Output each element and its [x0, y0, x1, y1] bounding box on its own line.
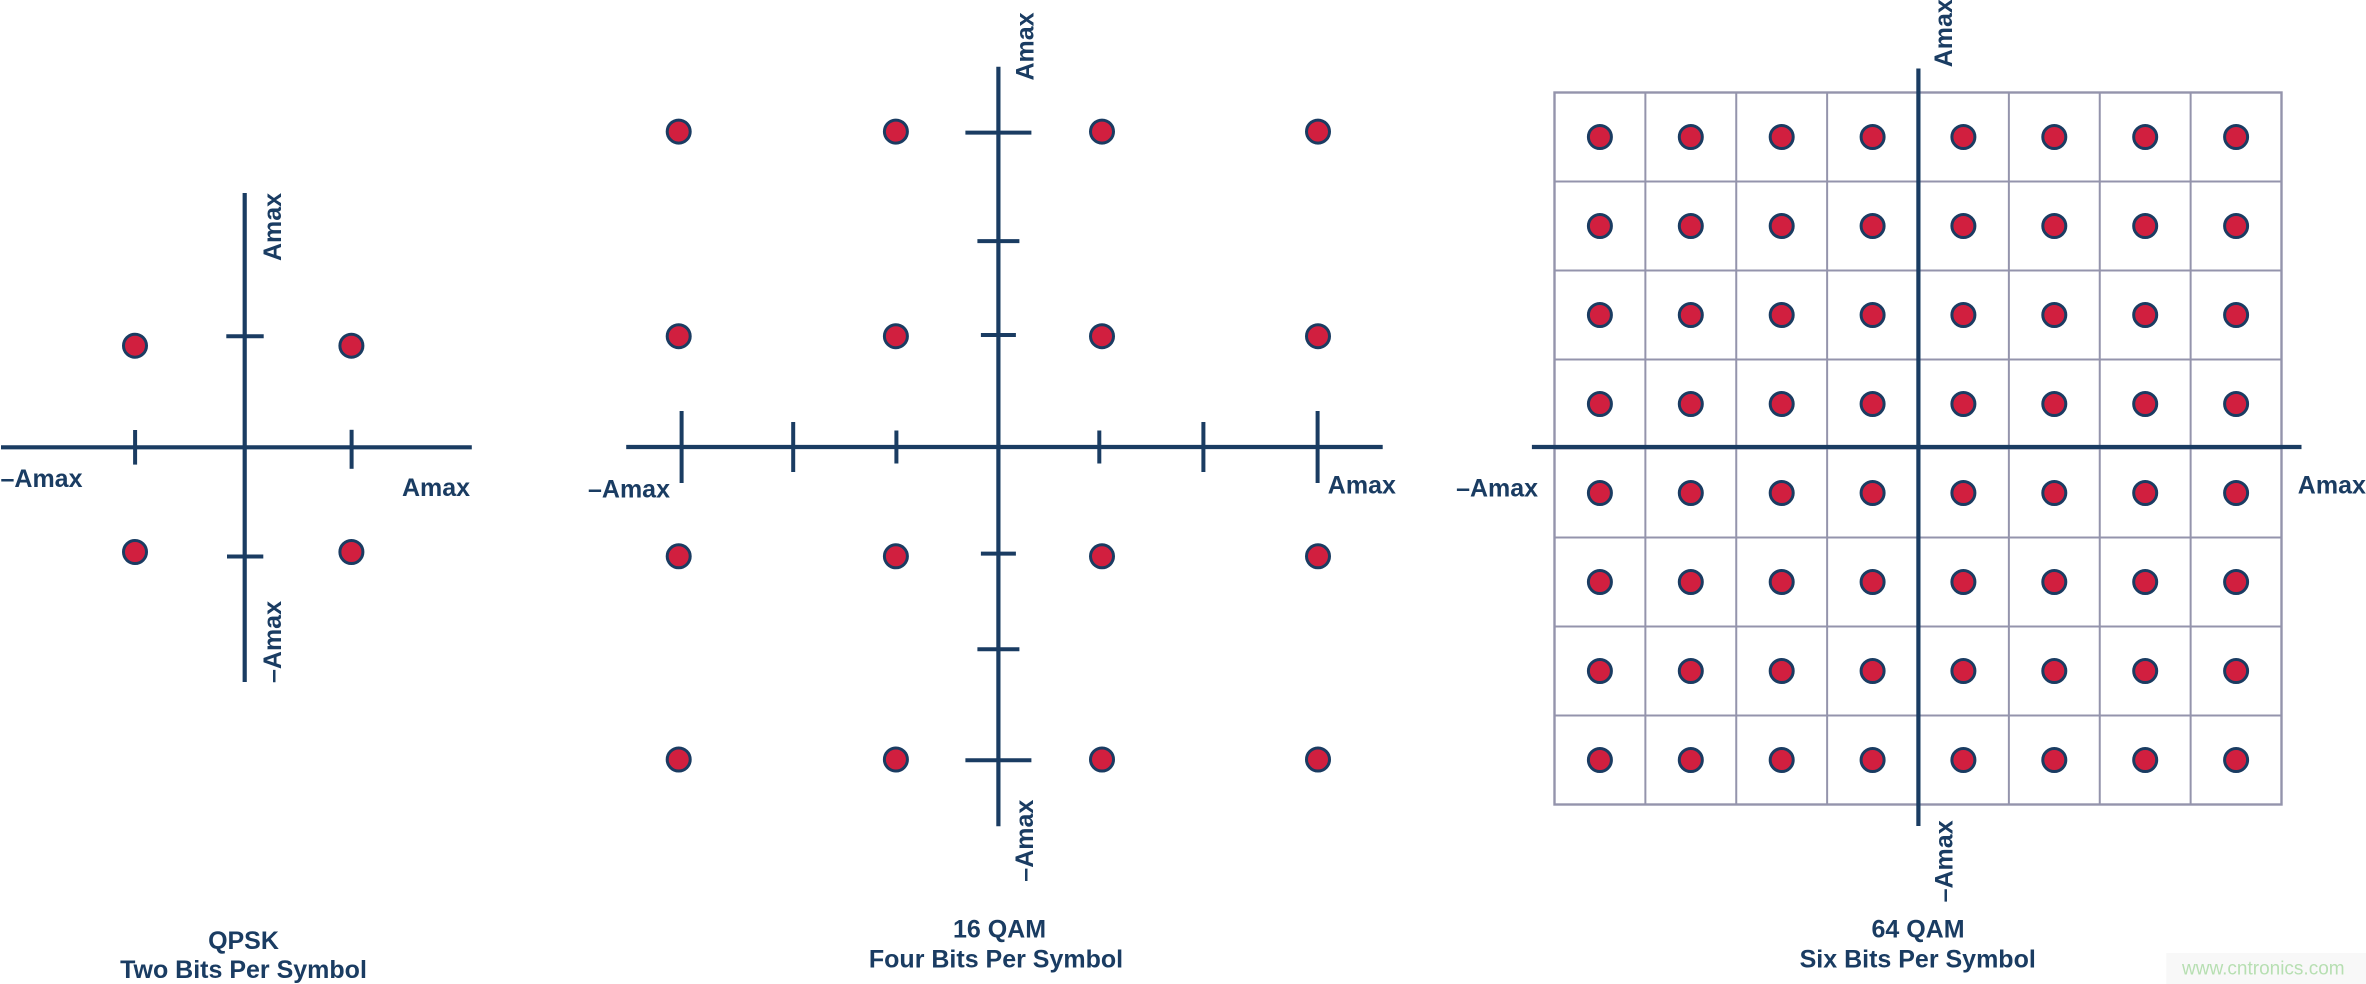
svg-text:64 QAM: 64 QAM [1871, 916, 1964, 944]
svg-text:–Amax: –Amax [1456, 475, 1538, 503]
svg-text:–Amax: –Amax [1931, 820, 1959, 902]
svg-text:Amax: Amax [1012, 12, 1040, 80]
svg-text:–Amax: –Amax [588, 476, 670, 504]
svg-text:Amax: Amax [1930, 0, 1958, 67]
svg-text:Amax: Amax [259, 193, 287, 261]
svg-text:–Amax: –Amax [1011, 800, 1039, 882]
svg-text:Four Bits Per Symbol: Four Bits Per Symbol [869, 946, 1123, 974]
svg-text:QPSK: QPSK [208, 927, 279, 955]
svg-text:Amax: Amax [402, 474, 470, 502]
svg-text:www.cntronics.com: www.cntronics.com [2181, 959, 2345, 980]
svg-text:Two Bits Per Symbol: Two Bits Per Symbol [120, 956, 367, 984]
svg-text:Amax: Amax [2298, 472, 2366, 500]
svg-text:Six Bits Per Symbol: Six Bits Per Symbol [1800, 946, 2036, 974]
svg-text:–Amax: –Amax [259, 601, 287, 683]
svg-text:16 QAM: 16 QAM [953, 916, 1046, 944]
svg-text:Amax: Amax [1328, 471, 1396, 499]
svg-text:–Amax: –Amax [1, 465, 83, 493]
